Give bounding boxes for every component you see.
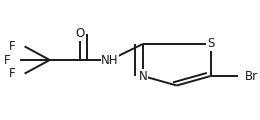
Text: NH: NH (101, 54, 119, 66)
Text: O: O (75, 27, 84, 40)
Text: F: F (3, 54, 10, 66)
Text: F: F (9, 67, 16, 80)
Text: F: F (9, 40, 16, 53)
Text: S: S (207, 37, 214, 51)
Text: N: N (138, 69, 147, 83)
Text: Br: Br (245, 69, 258, 83)
